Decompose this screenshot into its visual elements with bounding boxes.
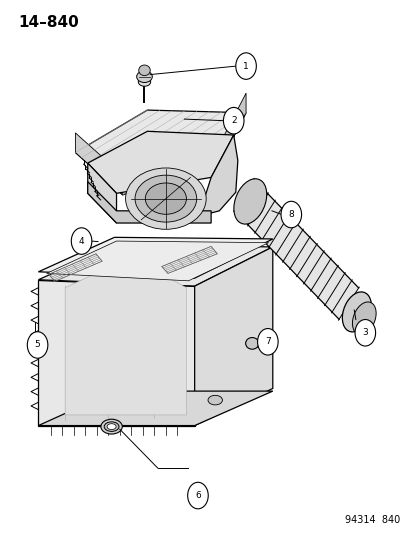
Text: 3: 3 bbox=[361, 328, 367, 337]
Polygon shape bbox=[221, 93, 245, 160]
Ellipse shape bbox=[107, 424, 116, 430]
Polygon shape bbox=[88, 163, 116, 223]
Ellipse shape bbox=[245, 337, 258, 349]
Text: 5: 5 bbox=[35, 341, 40, 350]
Text: 8: 8 bbox=[288, 210, 294, 219]
Text: 7: 7 bbox=[264, 337, 270, 346]
Polygon shape bbox=[38, 391, 272, 425]
Text: 2: 2 bbox=[230, 116, 236, 125]
Ellipse shape bbox=[351, 302, 375, 335]
Polygon shape bbox=[47, 241, 268, 281]
Ellipse shape bbox=[125, 168, 206, 229]
Polygon shape bbox=[38, 237, 272, 278]
Ellipse shape bbox=[136, 71, 152, 83]
Polygon shape bbox=[65, 268, 186, 415]
Polygon shape bbox=[198, 135, 237, 216]
Text: 14–840: 14–840 bbox=[18, 14, 78, 30]
Text: 4: 4 bbox=[78, 237, 84, 246]
Ellipse shape bbox=[101, 419, 122, 434]
Ellipse shape bbox=[138, 65, 150, 76]
Circle shape bbox=[27, 332, 48, 358]
Polygon shape bbox=[38, 280, 194, 425]
Circle shape bbox=[223, 108, 243, 134]
Polygon shape bbox=[88, 182, 211, 223]
Ellipse shape bbox=[135, 175, 196, 222]
Polygon shape bbox=[88, 131, 233, 193]
Polygon shape bbox=[75, 133, 122, 195]
Circle shape bbox=[235, 53, 256, 79]
Circle shape bbox=[187, 482, 208, 509]
Text: 94314  840: 94314 840 bbox=[344, 515, 399, 525]
Polygon shape bbox=[38, 245, 272, 286]
Text: 6: 6 bbox=[195, 491, 200, 500]
Circle shape bbox=[257, 328, 278, 355]
Text: 1: 1 bbox=[242, 62, 248, 70]
Polygon shape bbox=[194, 247, 272, 425]
Circle shape bbox=[71, 228, 92, 254]
Polygon shape bbox=[234, 179, 358, 319]
Polygon shape bbox=[75, 110, 245, 195]
Circle shape bbox=[280, 201, 301, 228]
Ellipse shape bbox=[207, 395, 222, 405]
Ellipse shape bbox=[342, 292, 370, 332]
Ellipse shape bbox=[138, 78, 150, 86]
Ellipse shape bbox=[104, 422, 119, 431]
Ellipse shape bbox=[145, 183, 186, 214]
Circle shape bbox=[354, 319, 375, 346]
Ellipse shape bbox=[233, 179, 266, 224]
